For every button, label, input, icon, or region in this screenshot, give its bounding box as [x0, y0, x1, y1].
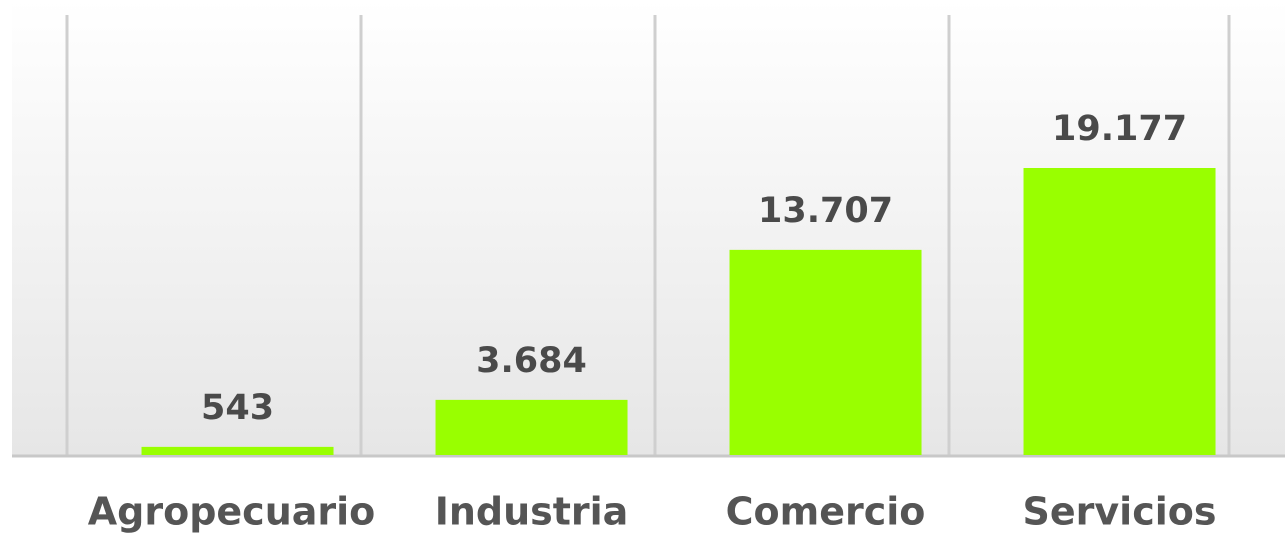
- x-tick-label: Comercio: [726, 490, 926, 533]
- value-label: 543: [201, 388, 274, 428]
- bar: [435, 399, 628, 455]
- value-label: 3.684: [476, 341, 587, 381]
- x-tick-label: Servicios: [1023, 490, 1217, 533]
- value-label: 19.177: [1052, 109, 1187, 149]
- value-label: 13.707: [758, 191, 893, 231]
- x-tick-label: Agropecuario: [88, 490, 376, 533]
- bar: [1023, 168, 1216, 455]
- bar: [141, 446, 334, 455]
- x-tick-label: Industria: [435, 490, 629, 533]
- bar: [729, 249, 922, 455]
